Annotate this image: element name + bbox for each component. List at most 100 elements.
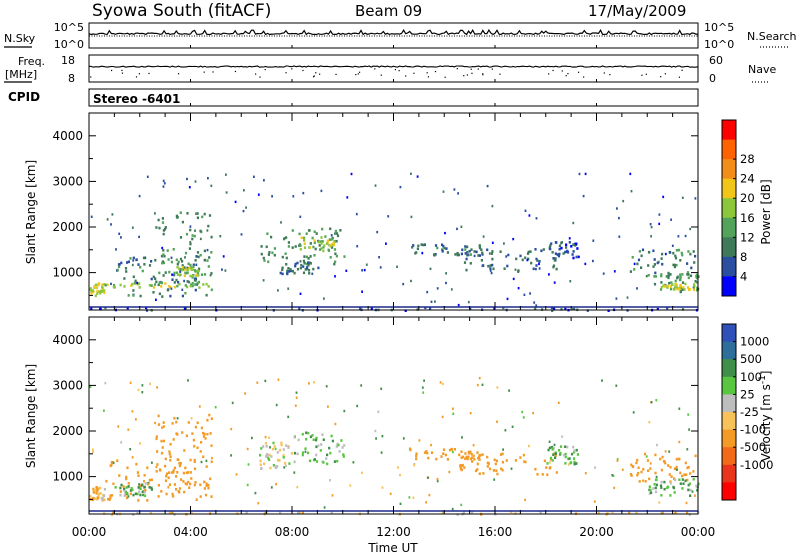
scatter-cell — [91, 289, 94, 292]
scatter-cell — [97, 496, 100, 500]
scatter-cell — [282, 456, 285, 459]
scatter-cell — [648, 492, 651, 495]
scatter-cell — [199, 229, 202, 233]
scatter-cell — [308, 382, 310, 385]
scatter-cell — [672, 486, 676, 490]
scatter-cell — [549, 456, 553, 460]
velocity-panel-frame — [88, 316, 699, 515]
scatter-cell — [535, 264, 538, 267]
nave-point — [565, 75, 567, 77]
scatter-cell — [636, 473, 639, 477]
scatter-cell — [428, 493, 431, 497]
scatter-cell — [127, 495, 130, 498]
scatter-cell — [464, 245, 467, 248]
scatter-cell — [616, 459, 619, 462]
scatter-cell — [137, 388, 140, 392]
scatter-cell — [210, 272, 213, 275]
nave-point — [548, 73, 550, 75]
scatter-cell — [139, 442, 141, 445]
scatter-cell — [171, 511, 174, 515]
scatter-cell — [153, 283, 157, 286]
scatter-cell — [482, 264, 485, 267]
scatter-cell — [689, 488, 692, 492]
scatter-cell — [679, 287, 682, 290]
scatter-cell — [120, 483, 123, 487]
scatter-cell — [210, 417, 213, 420]
scatter-cell — [655, 399, 658, 402]
scatter-cell — [287, 245, 290, 248]
scatter-cell — [119, 490, 122, 493]
scatter-cell — [106, 283, 109, 287]
scatter-cell — [205, 459, 208, 463]
scatter-cell — [182, 266, 185, 269]
nsky-series — [88, 28, 699, 36]
scatter-cell — [97, 290, 100, 293]
scatter-cell — [416, 175, 419, 178]
scatter-cell — [181, 288, 184, 291]
scatter-cell — [640, 254, 643, 258]
y-tick-label: 4000 — [52, 129, 83, 143]
scatter-cell — [103, 289, 106, 292]
scatter-cell — [309, 242, 312, 245]
scatter-cell — [305, 266, 309, 269]
scatter-cell — [278, 459, 281, 462]
scatter-cell — [695, 484, 698, 488]
scatter-cell — [193, 483, 196, 487]
scatter-cell — [127, 260, 130, 264]
scatter-cell — [360, 384, 363, 387]
scatter-cell — [684, 234, 687, 238]
scatter-cell — [173, 281, 176, 284]
scatter-cell — [678, 457, 681, 461]
scatter-cell — [187, 480, 190, 484]
nave-point — [456, 68, 458, 70]
scatter-cell — [678, 440, 681, 444]
scatter-cell — [178, 461, 181, 465]
scatter-cell — [568, 237, 571, 240]
scatter-cell — [554, 257, 557, 260]
scatter-cell — [157, 423, 161, 426]
scatter-cell — [688, 288, 691, 291]
scatter-cell — [264, 435, 267, 439]
scatter-cell — [99, 307, 102, 310]
scatter-cell — [668, 473, 671, 476]
scatter-cell — [138, 235, 140, 239]
scatter-cell — [462, 455, 465, 459]
scatter-cell — [692, 288, 696, 291]
scatter-cell — [334, 275, 336, 278]
scatter-cell — [170, 471, 174, 474]
scatter-cell — [181, 260, 184, 263]
scatter-cell — [176, 265, 179, 269]
scatter-cell — [686, 271, 689, 274]
scatter-cell — [457, 253, 460, 257]
nave-point — [645, 73, 647, 75]
scatter-cell — [302, 236, 306, 240]
scatter-cell — [224, 269, 227, 272]
scatter-cell — [312, 267, 315, 271]
scatter-cell — [490, 252, 493, 255]
scatter-cell — [491, 250, 494, 253]
scatter-cell — [245, 511, 248, 514]
scatter-cell — [181, 294, 184, 298]
scatter-cell — [640, 266, 643, 269]
scatter-cell — [196, 283, 198, 286]
nave-point — [212, 71, 214, 73]
scatter-cell — [456, 513, 459, 516]
scatter-cell — [264, 442, 268, 445]
scatter-cell — [697, 275, 700, 278]
scatter-cell — [313, 239, 316, 242]
scatter-cell — [492, 267, 495, 271]
scatter-cell — [270, 486, 273, 489]
scatter-cell — [562, 252, 565, 255]
scatter-cell — [534, 467, 537, 471]
scatter-cell — [315, 436, 318, 440]
scatter-cell — [116, 268, 119, 272]
scatter-cell — [127, 294, 130, 297]
scatter-cell — [184, 466, 187, 470]
y-tick-label: 1000 — [52, 266, 83, 280]
scatter-cell — [335, 232, 339, 235]
nave-point — [380, 74, 382, 76]
scatter-cell — [660, 273, 663, 276]
power-panel — [89, 172, 700, 312]
scatter-cell — [155, 226, 158, 229]
scatter-cell — [472, 454, 475, 458]
